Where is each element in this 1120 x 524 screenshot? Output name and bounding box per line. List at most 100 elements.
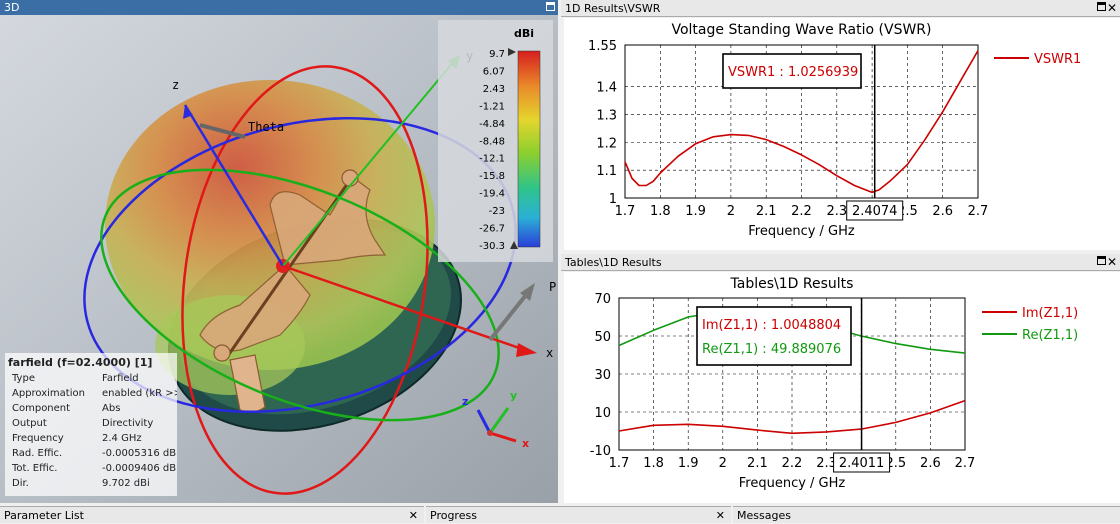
x-tick-label: 2.3	[826, 204, 847, 219]
marker-value-box	[722, 53, 862, 89]
x-tick-label: 2.1	[747, 456, 768, 471]
x-tick-label: 1.7	[615, 204, 636, 219]
panel-vswr-title-bar: 1D Results\VSWR ✕	[561, 0, 1120, 17]
messages-tab[interactable]: Messages	[733, 506, 1120, 523]
z-axis-label: z	[172, 78, 179, 92]
view3d-canvas[interactable]: z y x Theta P z y x dBi 9.7 6.07 2.43 -1.21…	[0, 15, 558, 503]
info-value: Abs	[102, 403, 121, 414]
close-icon[interactable]: ✕	[1106, 255, 1117, 269]
panel-3d-title-bar: 3D	[0, 0, 558, 15]
marker-value-label: Im(Z1,1) : 1.0048804	[702, 318, 841, 333]
x-tick-label: 2.6	[920, 456, 941, 471]
mini-z-label: z	[462, 395, 468, 408]
phi-label: P	[549, 280, 556, 294]
info-value: 2.4 GHz	[102, 433, 142, 444]
impedance-chart: Tables\1D Results1.71.81.922.12.22.32.42…	[590, 276, 1078, 491]
panel-3d-title: 3D	[4, 1, 20, 14]
y-tick-label: 1.4	[596, 81, 617, 96]
orientation-triad: z y x	[462, 389, 529, 450]
info-row: Frequency 2.4 GHz	[5, 431, 177, 446]
y-tick-label: -10	[590, 444, 611, 459]
x-tick-label: 1.8	[650, 204, 671, 219]
info-key: Rad. Effic.	[12, 448, 63, 459]
y-tick-label: 70	[594, 292, 611, 307]
maximize-icon[interactable]	[1097, 2, 1106, 11]
y-axis-line	[282, 59, 456, 267]
info-key: Component	[12, 403, 71, 414]
chart-title: Tables\1D Results	[730, 276, 854, 292]
x-tick-label: 2.7	[968, 204, 989, 219]
y-tick-label: 30	[594, 368, 611, 383]
theta-arrow	[199, 123, 246, 139]
marker-value-label: VSWR1 : 1.0256939	[728, 65, 858, 80]
y-tick-label: 1.3	[596, 109, 617, 124]
plot-frame	[624, 44, 979, 199]
mini-x-label: x	[522, 437, 529, 450]
vswr-chart: Voltage Standing Wave Ratio (VSWR) 1.7 1.8…	[588, 22, 1081, 239]
info-row: Type Farfield	[5, 371, 177, 386]
legend-label: Im(Z1,1)	[1022, 306, 1078, 321]
phi-circle	[181, 65, 429, 495]
impedance-chart-panel[interactable]: Tables\1D Results1.71.81.922.12.22.32.42…	[564, 272, 1120, 503]
close-icon[interactable]: ✕	[1106, 1, 1117, 15]
progress-tab[interactable]: Progress ✕	[426, 506, 731, 523]
maximize-icon[interactable]	[546, 2, 555, 11]
y-tick-label: 1	[609, 192, 617, 207]
marker-x-box	[833, 452, 891, 473]
x-tick-label: 2	[719, 456, 727, 471]
y-tick-label: 10	[594, 406, 611, 421]
colorbar-unit: dBi	[514, 27, 534, 40]
panel-tables-title: Tables\1D Results	[565, 256, 662, 269]
info-key: Frequency	[12, 433, 64, 444]
progress-tab-label: Progress	[430, 509, 477, 522]
y-tick-label: 1.1	[596, 164, 617, 179]
colorbar-top-marker-icon	[508, 48, 516, 56]
vswr-chart-panel[interactable]: Voltage Standing Wave Ratio (VSWR) 1.7 1.8…	[564, 18, 1120, 250]
x-tick-label: 2.1	[756, 204, 777, 219]
x-tick-label: 1.9	[678, 456, 699, 471]
colorbar-gradient	[517, 50, 541, 248]
maximize-icon[interactable]	[1097, 256, 1106, 265]
colorbar-tick-label: -8.48	[479, 136, 505, 147]
x-tick-label: 1.7	[609, 456, 630, 471]
info-row: Output Directivity	[5, 416, 177, 431]
marker-x-box	[846, 200, 904, 221]
chart-title: Voltage Standing Wave Ratio (VSWR)	[671, 22, 931, 38]
info-key: Tot. Effic.	[12, 463, 58, 474]
messages-tab-label: Messages	[737, 509, 791, 522]
x-tick-label: 2.6	[932, 204, 953, 219]
close-icon[interactable]: ✕	[715, 509, 725, 522]
parameter-list-tab[interactable]: Parameter List ✕	[0, 506, 424, 523]
x-axis-line	[282, 264, 526, 352]
close-icon[interactable]: ✕	[408, 509, 418, 522]
marker-x-label: 2.4011	[839, 456, 885, 471]
info-value: -0.0005316 dB	[102, 448, 177, 459]
info-row: Approximation enabled (kR >>	[5, 386, 177, 401]
phi-arrow-icon	[520, 283, 535, 301]
x-tick-label: 2.2	[782, 456, 803, 471]
info-key: Dir.	[12, 478, 29, 489]
mini-y-label: y	[510, 389, 517, 402]
info-value: 9.702 dBi	[102, 478, 150, 489]
marker-value-label: Re(Z1,1) : 49.889076	[702, 342, 841, 357]
x-axis-title: Frequency / GHz	[748, 224, 855, 239]
view3d-scene: z y x Theta P z y x dBi 9.7 6.07 2.43 -1.21…	[0, 15, 558, 503]
radiation-pattern	[105, 80, 435, 370]
x-tick-label: 2.5	[885, 456, 906, 471]
info-value: -0.0009406 dB	[102, 463, 177, 474]
info-row: Rad. Effic. -0.0005316 dB	[5, 446, 177, 461]
info-value: Farfield	[102, 373, 139, 384]
colorbar: dBi 9.7 6.07 2.43 -1.21 -4.84 -8.48 -12.1 -15.8…	[438, 20, 553, 262]
series-line-0	[624, 50, 979, 194]
x-tick-label: 2.3	[816, 456, 837, 471]
info-value: Directivity	[102, 418, 154, 429]
phi-arrow	[488, 288, 532, 342]
marker-x-label: 2.4074	[852, 204, 898, 219]
colorbar-tick-label: -30.3	[479, 241, 505, 252]
parameter-list-tab-label: Parameter List	[4, 509, 84, 522]
z-axis-line	[183, 104, 285, 267]
marker-value-box	[696, 306, 852, 366]
farfield-info-header: farfield (f=02.4000) [1]	[8, 356, 153, 369]
info-value: enabled (kR >>	[102, 388, 177, 399]
info-row: Dir. 9.702 dBi	[5, 476, 177, 491]
